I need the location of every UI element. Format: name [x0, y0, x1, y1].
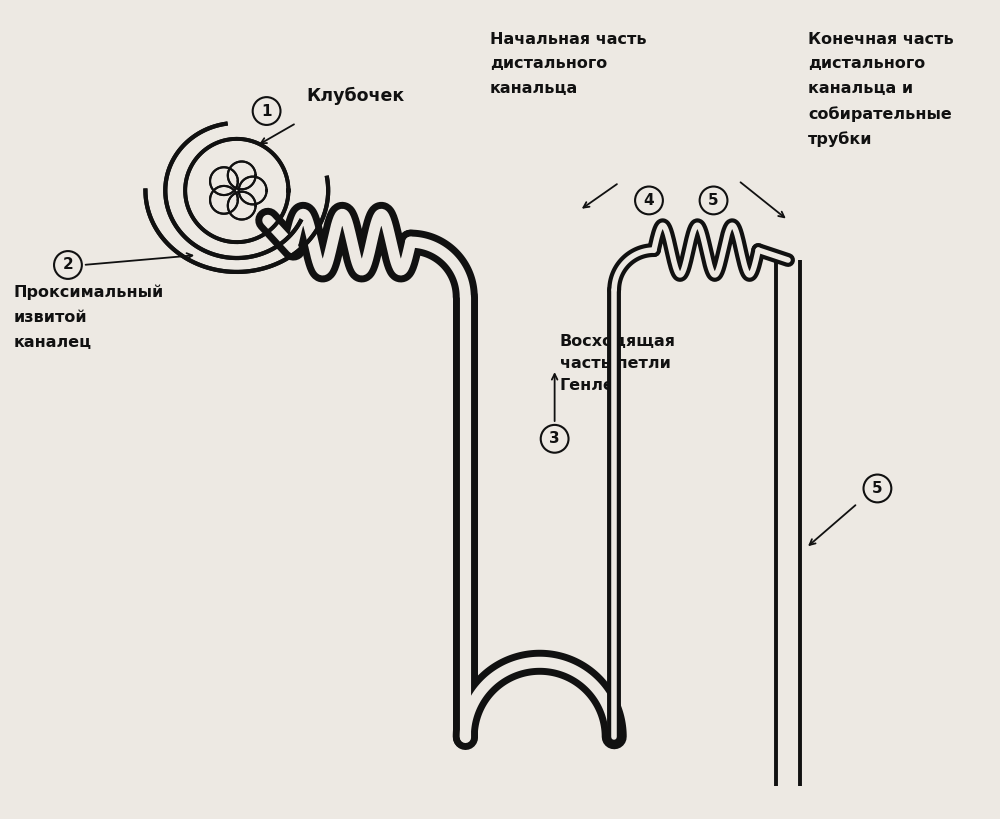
Text: 3: 3 [549, 432, 560, 446]
Text: Восходящая: Восходящая [560, 334, 676, 350]
Text: 4: 4 [644, 193, 654, 208]
Text: каналец: каналец [13, 334, 91, 350]
Text: Конечная часть: Конечная часть [808, 32, 954, 47]
Text: 2: 2 [63, 257, 73, 273]
Circle shape [54, 251, 82, 279]
Text: часть петли: часть петли [560, 356, 670, 371]
Text: Проксимальный: Проксимальный [13, 285, 164, 301]
Text: Начальная часть: Начальная часть [490, 32, 647, 47]
Text: дистального: дистального [490, 57, 607, 71]
Circle shape [864, 474, 891, 502]
Text: дистального: дистального [808, 57, 925, 71]
Text: канальца: канальца [490, 81, 578, 97]
Text: 5: 5 [708, 193, 719, 208]
Text: канальца и: канальца и [808, 81, 913, 97]
Circle shape [635, 187, 663, 215]
Circle shape [253, 97, 280, 125]
Text: 1: 1 [261, 103, 272, 119]
Text: Генле: Генле [560, 378, 614, 393]
Circle shape [700, 187, 727, 215]
Circle shape [541, 425, 569, 453]
Text: Клубочек: Клубочек [306, 87, 404, 105]
Text: 5: 5 [872, 481, 883, 496]
Text: трубки: трубки [808, 131, 872, 147]
Text: собирательные: собирательные [808, 106, 952, 122]
Text: извитой: извитой [13, 310, 87, 324]
